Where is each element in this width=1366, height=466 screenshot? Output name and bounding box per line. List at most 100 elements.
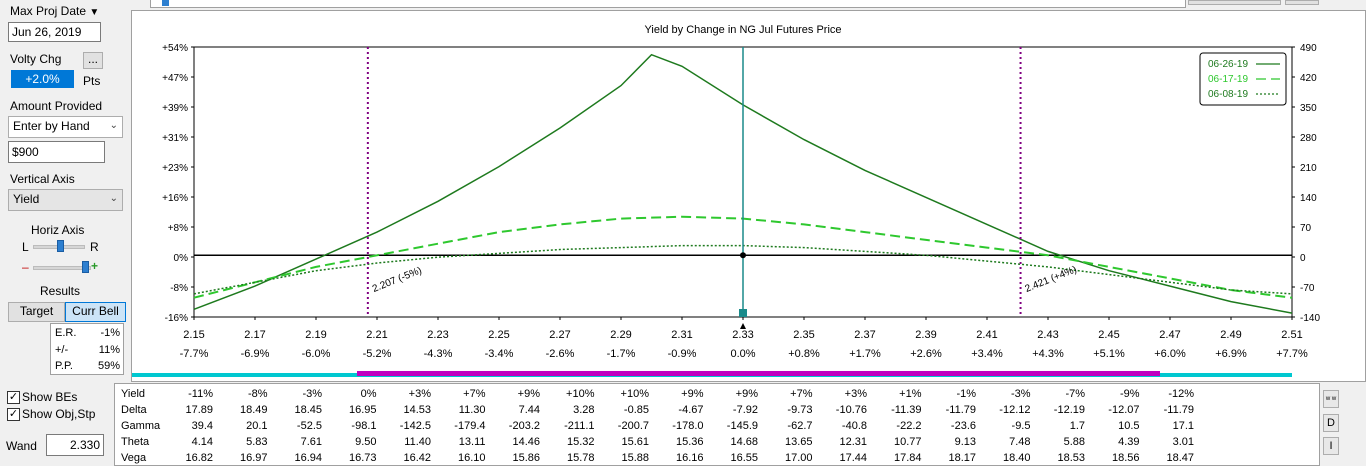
greek-cell: 16.73 [348, 452, 377, 464]
greek-cell: +7% [790, 388, 813, 400]
stat-pp-value: 59% [97, 360, 120, 372]
horiz-slider-left-label: L [22, 240, 29, 254]
x-tick-label: 2.43 [1037, 329, 1058, 341]
y-left-tick-label: +47% [162, 73, 188, 84]
greek-cell: 15.86 [512, 452, 540, 464]
x-pct-tick-label: -7.7% [180, 348, 209, 360]
x-tick-label: 2.23 [427, 329, 448, 341]
x-tick-label: 2.17 [244, 329, 265, 341]
greek-cell: 16.95 [348, 404, 377, 416]
y-left-tick-label: -8% [170, 283, 188, 294]
x-tick-label: 2.49 [1220, 329, 1241, 341]
top-right-button-1[interactable] [1188, 0, 1281, 5]
show-obj-checkbox[interactable]: ✓ [7, 408, 20, 421]
greek-row-label: Yield [121, 388, 146, 400]
amount-mode-select[interactable]: Enter by Hand ⌄ [8, 116, 123, 138]
x-tick-label: 2.25 [488, 329, 509, 341]
greek-cell: 17.00 [784, 452, 813, 464]
stat-pm-value: 11% [98, 344, 120, 356]
max-proj-date-label[interactable]: Max Proj Date ▼ [10, 4, 99, 18]
top-scroll-thumb[interactable] [162, 0, 169, 6]
x-pct-tick-label: -4.3% [424, 348, 453, 360]
greek-cell: -12.19 [1053, 404, 1085, 416]
x-pct-tick-label: +6.9% [1215, 348, 1247, 360]
x-tick-label: 2.39 [915, 329, 936, 341]
amount-mode-value: Enter by Hand [13, 119, 90, 133]
greek-cell: 1.7 [1069, 420, 1085, 432]
greek-cell: 15.61 [621, 436, 649, 448]
greek-cell: 12.31 [839, 436, 867, 448]
x-pct-tick-label: +6.0% [1154, 348, 1186, 360]
greek-cell: -62.7 [787, 420, 813, 432]
x-pct-tick-label: -6.0% [302, 348, 331, 360]
greek-cell: 18.56 [1111, 452, 1140, 464]
zoom-minus-icon[interactable]: – [22, 260, 29, 274]
greek-cell: -9% [1119, 388, 1140, 400]
zoom-slider[interactable] [33, 266, 91, 270]
yield-chart[interactable]: Yield by Change in NG Jul Futures Price … [132, 11, 1365, 381]
greek-cell: 15.32 [566, 436, 595, 448]
greeks-side-button[interactable]: D [1323, 414, 1339, 432]
x-tick-label: 2.41 [976, 329, 997, 341]
chart-panel[interactable]: Yield by Change in NG Jul Futures Price … [131, 10, 1366, 382]
greek-cell: 18.47 [1166, 452, 1194, 464]
greek-cell: 17.44 [839, 452, 867, 464]
volty-chg-label: Volty Chg [10, 52, 62, 66]
zoom-plus-icon[interactable]: + [91, 259, 99, 273]
breakeven-label: 2.207 (-5%) [371, 265, 424, 295]
greek-cell: 18.40 [1002, 452, 1031, 464]
greeks-side-button[interactable]: I [1323, 437, 1339, 455]
greek-cell: 4.14 [191, 436, 213, 448]
greek-cell: -3% [1010, 388, 1031, 400]
greek-cell: 4.39 [1118, 436, 1140, 448]
target-button[interactable]: Target [8, 302, 65, 322]
greek-cell: 18.45 [294, 404, 322, 416]
x-tick-label: 2.27 [549, 329, 570, 341]
y-left-tick-label: 0% [174, 253, 189, 264]
greek-cell: 16.97 [239, 452, 268, 464]
greek-cell: -40.8 [841, 420, 867, 432]
greek-cell: -12.07 [1108, 404, 1140, 416]
volty-chg-more-button[interactable]: ... [83, 52, 103, 69]
y-left-tick-label: +54% [162, 43, 188, 54]
horiz-axis-slider-thumb[interactable] [57, 240, 64, 252]
greek-cell: 16.10 [457, 452, 486, 464]
amount-value-field[interactable]: $900 [8, 141, 105, 163]
zoom-slider-thumb[interactable] [82, 261, 89, 273]
greek-cell: 9.50 [355, 436, 377, 448]
greek-cell: -9.5 [1011, 420, 1031, 432]
volty-chg-unit: Pts [83, 74, 101, 88]
legend-entry-06-08-19: 06-08-19 [1208, 89, 1248, 100]
greek-cell: 16.94 [294, 452, 322, 464]
x-tick-label: 2.21 [366, 329, 387, 341]
wand-value-field[interactable]: 2.330 [46, 434, 104, 456]
greek-cell: -8% [247, 388, 268, 400]
show-bes-checkbox[interactable]: ✓ [7, 391, 20, 404]
top-right-button-2[interactable] [1285, 0, 1319, 5]
y-right-tick-label: 0 [1300, 253, 1306, 264]
greeks-side-button[interactable]: w w [1323, 390, 1339, 408]
wand-marker [739, 309, 747, 317]
max-proj-date-field[interactable]: Jun 26, 2019 [8, 22, 101, 42]
horiz-slider-right-label: R [90, 240, 99, 254]
volty-chg-field[interactable]: +2.0% [11, 70, 74, 88]
y-right-tick-label: 70 [1300, 223, 1312, 234]
greek-cell: 16.42 [403, 452, 431, 464]
y-left-tick-label: +8% [168, 223, 188, 234]
vertical-axis-select[interactable]: Yield ⌄ [8, 189, 123, 211]
x-tick-label: 2.19 [305, 329, 326, 341]
y-left-tick-label: +16% [162, 193, 188, 204]
greek-cell: 14.68 [730, 436, 758, 448]
y-right-tick-label: 490 [1300, 43, 1317, 54]
x-pct-tick-label: -0.9% [668, 348, 697, 360]
greek-cell: +9% [735, 388, 758, 400]
curr-bell-button[interactable]: Curr Bell [65, 302, 126, 322]
greek-cell: 14.53 [403, 404, 431, 416]
greek-cell: 11.40 [404, 436, 431, 448]
greek-cell: -3% [302, 388, 322, 400]
greek-cell: -11.79 [945, 404, 976, 416]
greek-cell: 7.48 [1009, 436, 1031, 448]
range-bar-magenta [357, 371, 1160, 376]
greek-cell: +10% [620, 388, 649, 400]
x-tick-label: 2.35 [793, 329, 814, 341]
